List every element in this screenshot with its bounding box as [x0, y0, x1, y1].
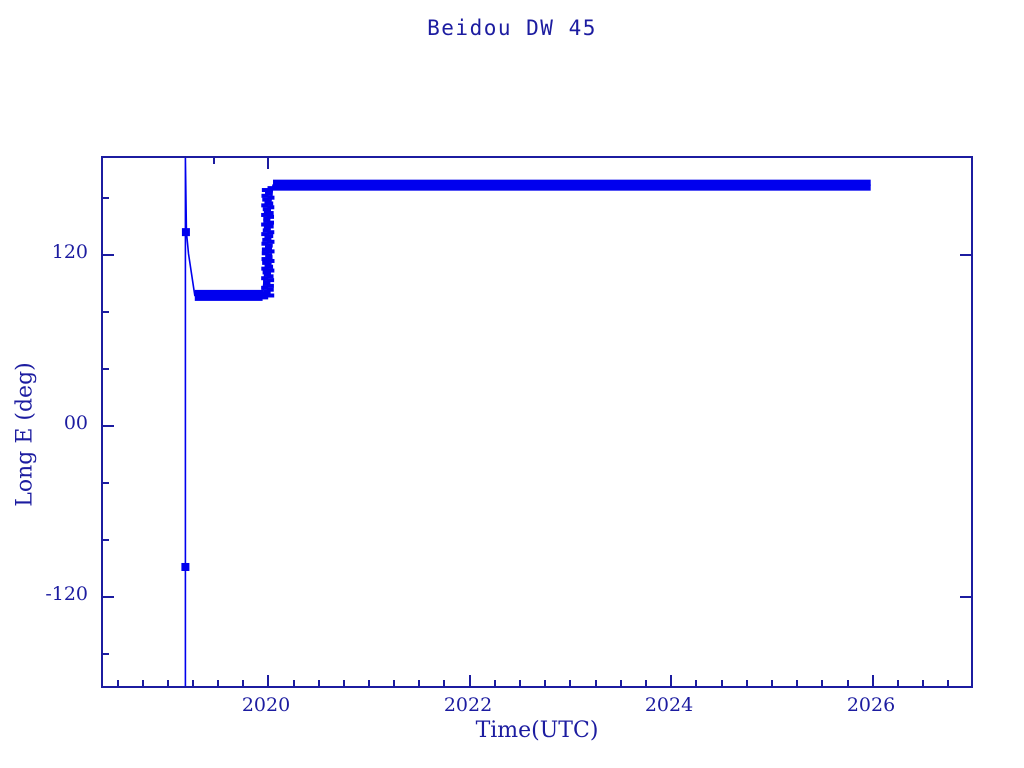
x-tick-minor — [620, 680, 622, 686]
x-tick-minor — [796, 680, 798, 686]
x-tick-major — [670, 675, 672, 686]
x-tick-minor — [847, 680, 849, 686]
x-tick-label-2022: 2022 — [443, 694, 493, 716]
series-transition-noise — [261, 186, 275, 300]
x-tick-minor — [897, 680, 899, 686]
x-tick-minor — [192, 680, 194, 686]
y-tick-minor — [103, 311, 109, 313]
x-tick-top-minor — [213, 158, 215, 164]
x-tick-minor — [519, 680, 521, 686]
x-tick-minor — [569, 680, 571, 686]
plot-area — [103, 158, 971, 686]
x-tick-minor — [117, 680, 119, 686]
x-tick-minor — [494, 680, 496, 686]
y-tick-label-minus-120: -120 — [45, 583, 88, 605]
x-tick-minor — [368, 680, 370, 686]
x-tick-minor — [922, 680, 924, 686]
y-axis-title: Long E (deg) — [12, 362, 38, 507]
x-tick-minor — [443, 680, 445, 686]
y-tick-minor — [103, 653, 109, 655]
x-tick-minor — [645, 680, 647, 686]
drift-spike-marker-high — [181, 228, 190, 237]
x-tick-minor — [343, 680, 345, 686]
y-tick-minor — [103, 197, 109, 199]
y-tick-label-0: 00 — [63, 412, 88, 434]
x-tick-major — [267, 675, 269, 686]
x-tick-minor — [242, 680, 244, 686]
x-tick-label-2020: 2020 — [241, 694, 291, 716]
y-tick-major — [103, 596, 114, 598]
x-tick-minor — [695, 680, 697, 686]
plot-frame — [101, 156, 973, 688]
y-tick-right-major — [960, 254, 971, 256]
y-tick-major — [103, 425, 114, 427]
x-tick-minor — [771, 680, 773, 686]
y-tick-minor — [103, 368, 109, 370]
x-tick-minor — [167, 680, 169, 686]
y-tick-right-major — [960, 596, 971, 598]
x-tick-label-2026: 2026 — [846, 694, 896, 716]
x-tick-minor — [947, 680, 949, 686]
x-tick-label-2024: 2024 — [644, 694, 694, 716]
y-tick-major — [103, 254, 114, 256]
series-thick-segments — [194, 179, 871, 301]
y-tick-label-120: 120 — [51, 241, 88, 263]
x-tick-minor — [595, 680, 597, 686]
x-tick-minor — [142, 680, 144, 686]
drift-spike-marker-low — [181, 562, 190, 571]
x-tick-major — [469, 675, 471, 686]
x-tick-minor — [544, 680, 546, 686]
x-axis-title: Time(UTC) — [475, 718, 599, 743]
x-tick-top-major — [267, 158, 269, 169]
series-polyline — [184, 158, 871, 686]
series-markers — [181, 228, 190, 571]
x-tick-minor — [217, 680, 219, 686]
y-tick-minor — [103, 539, 109, 541]
x-tick-minor — [293, 680, 295, 686]
x-tick-minor — [721, 680, 723, 686]
x-tick-minor — [746, 680, 748, 686]
data-series-line — [181, 158, 871, 686]
x-tick-minor — [418, 680, 420, 686]
x-tick-minor — [821, 680, 823, 686]
y-tick-minor — [103, 482, 109, 484]
x-tick-major — [872, 675, 874, 686]
x-tick-minor — [393, 680, 395, 686]
page-title: Beidou DW 45 — [427, 16, 597, 40]
x-tick-minor — [318, 680, 320, 686]
